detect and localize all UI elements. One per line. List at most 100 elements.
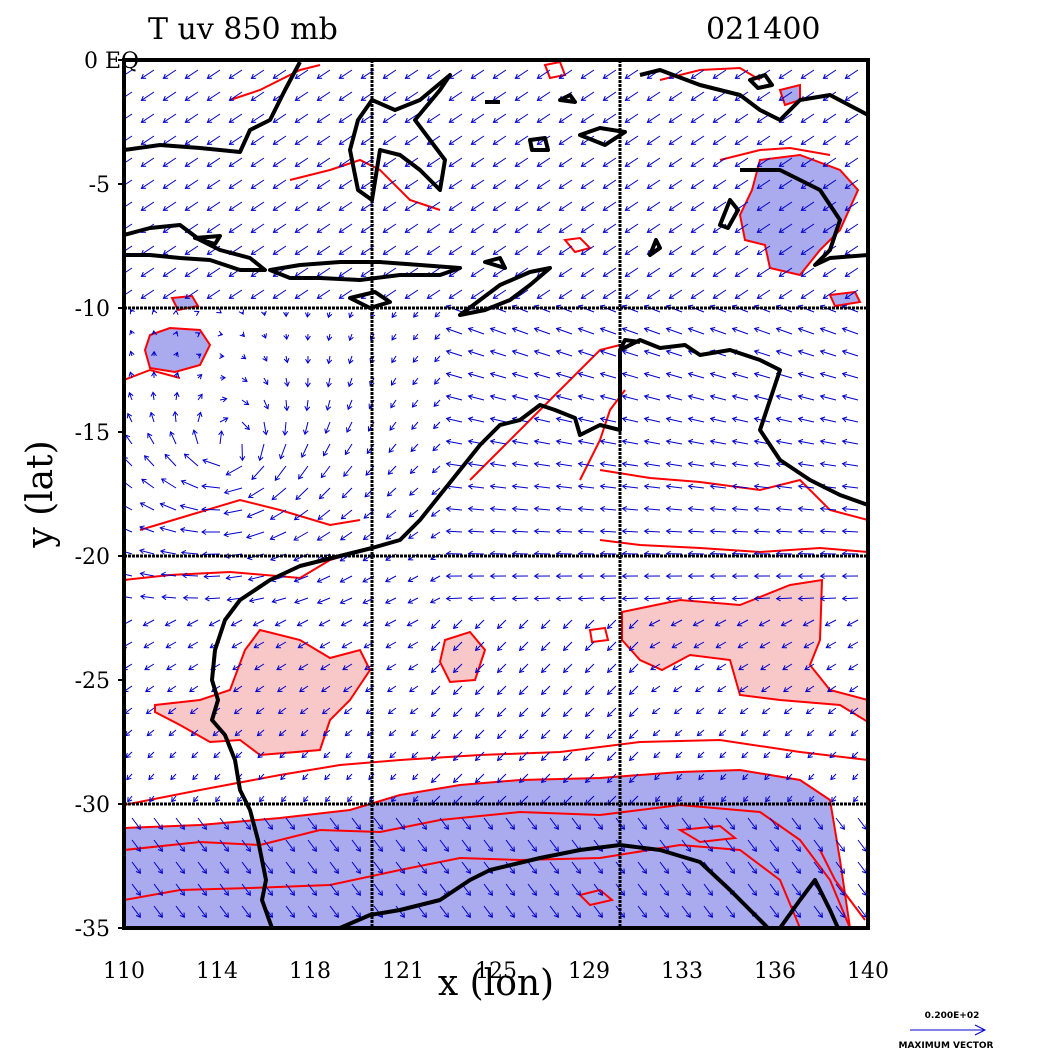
wind-vector <box>801 69 815 79</box>
wind-vector <box>192 773 199 780</box>
wind-vector <box>622 350 639 357</box>
wind-vector-head <box>496 755 503 762</box>
wind-vector-head <box>599 394 606 400</box>
wind-vector <box>349 333 353 341</box>
wind-vector <box>571 883 581 896</box>
wind-vector-head <box>773 912 779 918</box>
wind-vector-head <box>687 394 694 400</box>
wind-vector-head <box>709 506 716 512</box>
wind-vector <box>625 157 639 167</box>
wind-vector-head <box>690 139 697 145</box>
wind-vector <box>449 91 463 101</box>
wind-vector-head <box>712 95 719 101</box>
wind-vector-head <box>445 573 451 580</box>
wind-vector <box>710 463 727 467</box>
wind-vector <box>681 839 691 852</box>
wind-vector-head <box>267 824 273 830</box>
contour-west-coast <box>124 368 181 381</box>
wind-vector-head <box>853 796 859 803</box>
wind-vector <box>342 663 353 671</box>
wind-vector-head <box>599 573 605 580</box>
wind-vector <box>166 663 177 671</box>
wind-vector-head <box>162 227 169 233</box>
wind-vector <box>197 412 202 423</box>
wind-vector <box>453 707 463 717</box>
wind-vector <box>798 418 815 423</box>
wind-vector-head <box>643 349 650 355</box>
wind-vector <box>578 508 595 511</box>
wind-vector <box>317 575 331 583</box>
wind-vector-head <box>384 598 391 604</box>
wind-vector-head <box>426 249 433 255</box>
wind-vector <box>347 795 353 802</box>
wind-vector <box>559 245 573 255</box>
wind-vector <box>153 883 163 896</box>
coast-island-10 <box>618 338 641 351</box>
wind-vector-head <box>470 183 477 189</box>
wind-vector <box>219 817 229 830</box>
wind-vector-head <box>839 824 845 830</box>
wind-vector <box>747 839 757 852</box>
wind-vector-head <box>597 912 603 918</box>
wind-vector <box>144 455 155 467</box>
wind-vector-head <box>562 667 569 674</box>
wind-vector-head <box>430 689 437 696</box>
wind-vector <box>629 707 639 717</box>
wind-vector-head <box>740 730 747 737</box>
wind-vector <box>446 418 463 423</box>
wind-vector-head <box>386 665 392 671</box>
wind-vector <box>515 113 529 123</box>
wind-vector-head <box>511 461 518 468</box>
wind-vector <box>519 685 529 695</box>
wind-vector-head <box>250 139 257 145</box>
wind-vector <box>468 597 485 600</box>
wind-vector-head <box>333 868 339 874</box>
wind-vector-head <box>316 73 323 79</box>
wind-vector <box>285 861 295 874</box>
wind-vector-head <box>448 271 455 277</box>
wind-vector <box>285 377 289 387</box>
wind-vector <box>241 377 248 382</box>
wind-vector <box>449 113 463 123</box>
wind-vector <box>390 399 397 408</box>
wind-vector-head <box>646 139 653 145</box>
wind-vector <box>343 465 353 477</box>
wind-vector-head <box>421 846 427 852</box>
wind-vector-head <box>343 471 349 478</box>
wind-vector <box>801 245 815 255</box>
wind-vector <box>342 487 353 499</box>
wind-vector <box>224 531 243 536</box>
wind-vector <box>471 113 485 123</box>
wind-vector <box>191 751 199 758</box>
wind-vector-head <box>389 425 395 431</box>
wind-vector-head <box>753 438 760 445</box>
wind-vector <box>453 619 463 629</box>
wind-vector-head <box>555 461 562 468</box>
wind-vector-head <box>555 394 562 400</box>
wind-vector <box>294 597 309 604</box>
wind-vector <box>301 443 309 458</box>
wind-vector <box>622 463 639 467</box>
wind-vector-head <box>135 868 141 874</box>
wind-vector-head <box>665 371 672 378</box>
wind-vector <box>666 597 683 600</box>
wind-vector <box>607 707 617 717</box>
wind-vector <box>571 817 581 830</box>
wind-vector <box>256 707 265 714</box>
wind-vector-head <box>751 846 757 852</box>
wind-vector <box>578 395 595 401</box>
wind-vector <box>757 201 771 211</box>
wind-vector <box>207 289 221 299</box>
wind-vector-head <box>558 271 565 277</box>
wind-vector-head <box>391 796 397 803</box>
wind-vector <box>735 113 749 123</box>
wind-vector-head <box>271 598 277 604</box>
wind-vector-head <box>580 271 587 277</box>
wind-vector <box>732 485 749 489</box>
wind-vector <box>475 619 485 629</box>
wind-vector-head <box>465 890 471 896</box>
wind-vector-head <box>197 393 203 400</box>
wind-vector <box>515 201 529 211</box>
wind-vector <box>475 641 485 651</box>
wind-vector-head <box>470 227 477 233</box>
